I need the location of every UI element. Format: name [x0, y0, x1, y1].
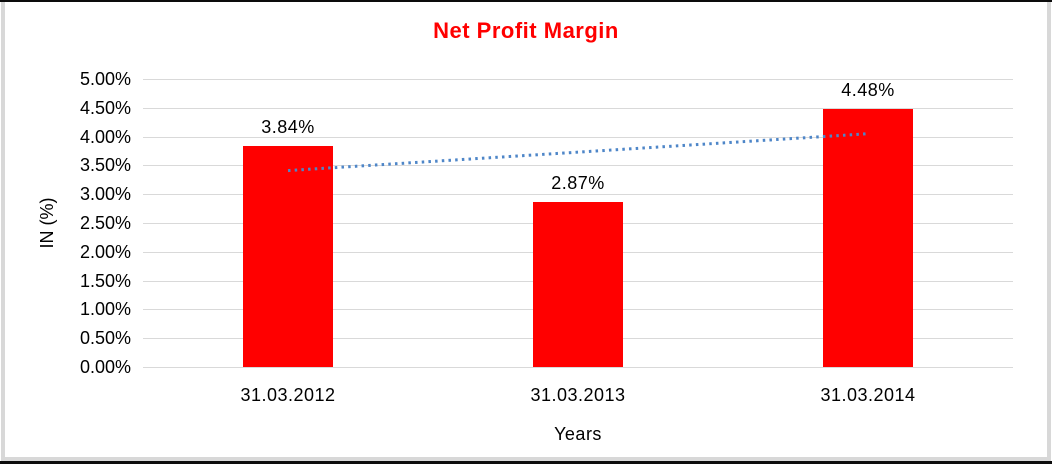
- y-tick-label: 4.00%: [79, 127, 131, 147]
- data-label: 2.87%: [551, 173, 605, 193]
- x-tick-label: 31.03.2012: [240, 385, 336, 405]
- frame-top-edge: [0, 0, 1052, 2]
- frame-left-edge: [1, 2, 5, 461]
- x-axis-title: Years: [554, 424, 602, 444]
- frame-right-edge: [1047, 2, 1051, 461]
- y-tick-label: 1.00%: [79, 299, 131, 319]
- y-tick-label: 4.50%: [79, 98, 131, 118]
- y-tick-label: 0.50%: [79, 328, 131, 348]
- frame-bottom-inner-edge: [1, 457, 1051, 461]
- bar-31.03.2014: [823, 109, 913, 367]
- x-tick-label: 31.03.2013: [530, 385, 626, 405]
- gridline: [143, 108, 1013, 109]
- y-tick-label: 3.00%: [79, 184, 131, 204]
- gridline: [143, 194, 1013, 195]
- data-label: 4.48%: [841, 80, 895, 100]
- y-tick-label: 5.00%: [79, 69, 131, 89]
- data-label: 3.84%: [261, 117, 315, 137]
- chart-title: Net Profit Margin: [433, 18, 619, 43]
- frame-bottom-edge: [0, 461, 1052, 464]
- y-tick-label: 3.50%: [79, 155, 131, 175]
- bar-31.03.2012: [243, 146, 333, 367]
- y-tick-label: 2.50%: [79, 213, 131, 233]
- y-tick-label: 0.00%: [79, 357, 131, 377]
- y-tick-label: 1.50%: [79, 271, 131, 291]
- gridline: [143, 367, 1013, 368]
- y-tick-label: 2.00%: [79, 242, 131, 262]
- x-tick-label: 31.03.2014: [820, 385, 916, 405]
- bar-31.03.2013: [533, 202, 623, 367]
- gridline: [143, 79, 1013, 80]
